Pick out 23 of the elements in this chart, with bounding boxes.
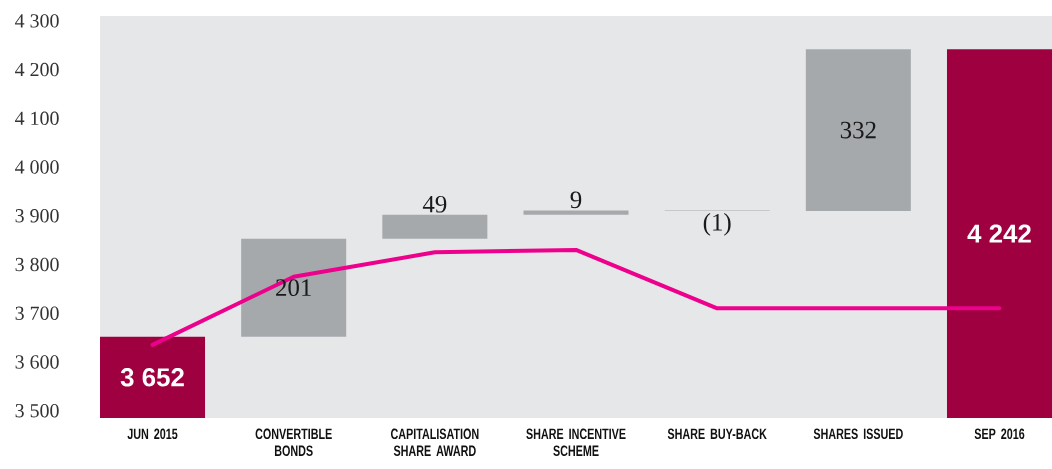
y-tick-label: 4 200 <box>15 62 59 77</box>
data-label: (1) <box>703 213 731 236</box>
x-tick-label: SHARES ISSUED <box>813 428 903 440</box>
x-tick-label: JUN 2015 <box>127 428 178 440</box>
x-tick-label: CONVERTIBLE BONDS <box>255 428 332 457</box>
data-label: 332 <box>840 121 876 139</box>
x-tick-label: SHARE INCENTIVE SCHEME <box>526 428 626 457</box>
data-label: 4 242 <box>967 224 1031 243</box>
data-label: 49 <box>422 195 447 213</box>
y-tick-label: 4 100 <box>15 111 59 126</box>
y-tick-label: 3 600 <box>15 355 59 369</box>
x-tick-label: CAPITALISATION SHARE AWARD <box>390 428 479 457</box>
y-tick-label: 4 000 <box>15 160 59 174</box>
y-tick-label: 3 900 <box>15 209 59 223</box>
data-label: 9 <box>570 191 582 209</box>
data-label: 201 <box>276 279 311 297</box>
x-tick-label: SEP 2016 <box>974 428 1025 440</box>
y-tick-label: 3 500 <box>15 403 59 418</box>
y-tick-label: 4 300 <box>15 14 59 28</box>
data-label: 3 652 <box>120 368 184 387</box>
y-tick-label: 3 800 <box>15 257 59 272</box>
y-tick-label: 3 700 <box>15 306 59 320</box>
x-tick-label: SHARE BUY-BACK <box>667 428 767 440</box>
